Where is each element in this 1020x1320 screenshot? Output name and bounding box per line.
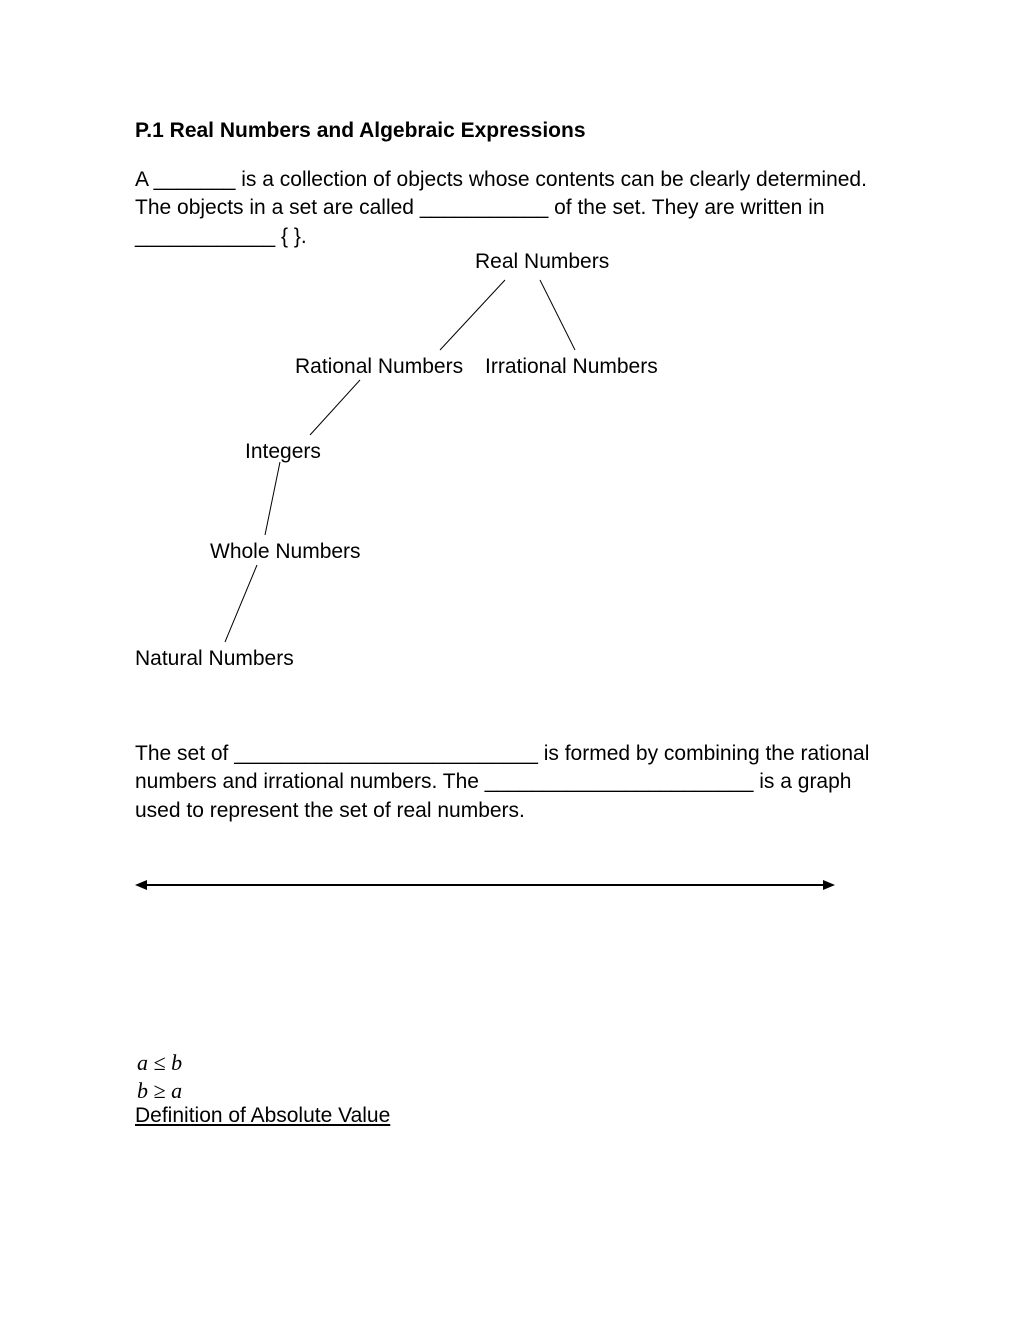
inequality-b: b ≥ a — [137, 1078, 182, 1104]
tree-node-rational: Rational Numbers — [295, 355, 463, 379]
tree-node-real: Real Numbers — [475, 250, 609, 274]
number-line — [135, 870, 835, 900]
section-heading: P.1 Real Numbers and Algebraic Expressio… — [135, 119, 586, 143]
number-line-svg — [135, 870, 835, 900]
tree-node-irrational: Irrational Numbers — [485, 355, 658, 379]
definition-heading: Definition of Absolute Value — [135, 1104, 390, 1128]
tree-node-natural: Natural Numbers — [135, 647, 294, 671]
tree-node-integers: Integers — [245, 440, 321, 464]
paragraph-2: The set of __________________________ is… — [135, 740, 885, 825]
number-tree-diagram: Real Numbers Rational Numbers Irrational N… — [135, 250, 885, 680]
page: P.1 Real Numbers and Algebraic Expressio… — [0, 0, 1020, 1320]
tree-edges — [135, 250, 885, 680]
inequality-a: a ≤ b — [137, 1050, 182, 1076]
paragraph-1: A _______ is a collection of objects who… — [135, 166, 885, 251]
tree-node-whole: Whole Numbers — [210, 540, 361, 564]
